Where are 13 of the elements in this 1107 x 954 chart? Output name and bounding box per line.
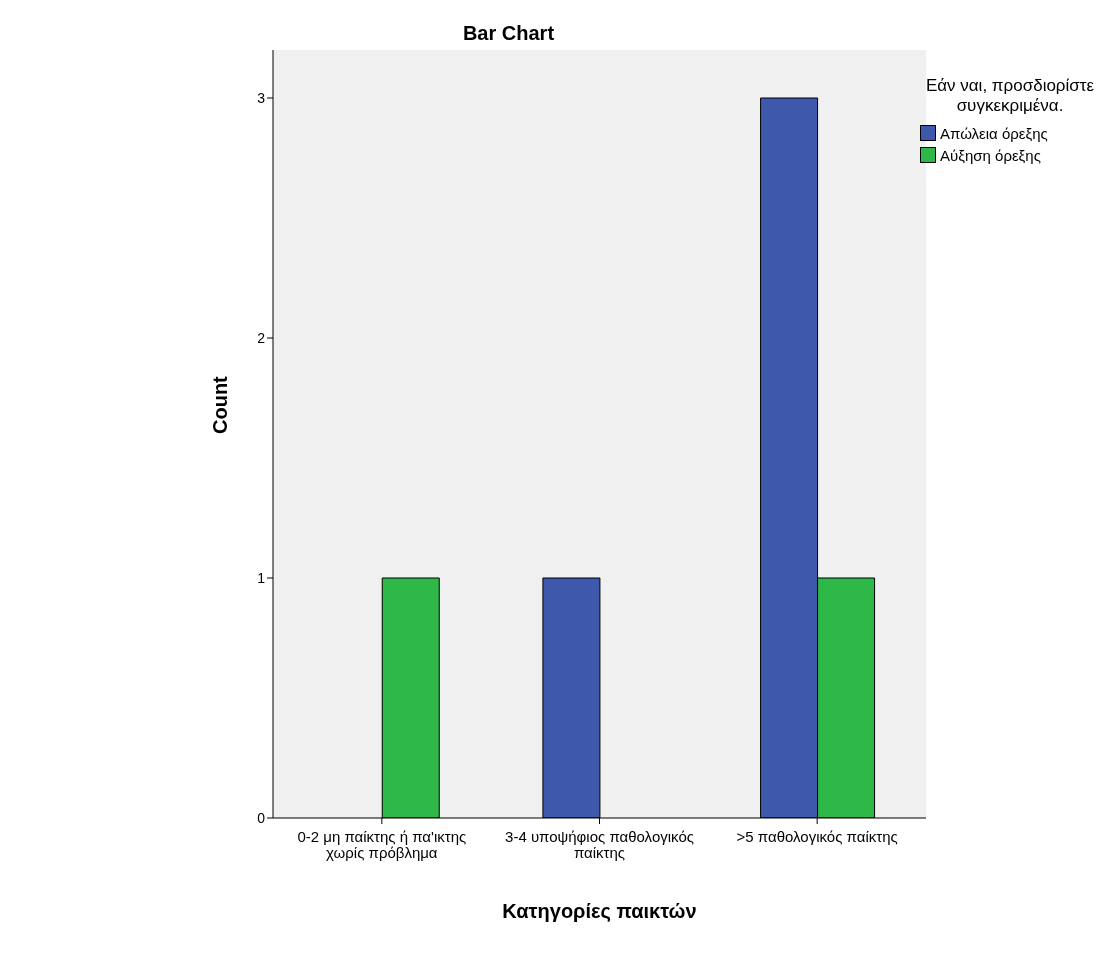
x-tick-label: 3-4 υποψήφιος παθολογικός παίκτης [505,828,694,861]
legend-label: Απώλεια όρεξης [940,124,1048,142]
legend-title: Εάν ναι, προσδιορίστε συγκεκριμένα. [924,76,1096,116]
y-tick-label: 2 [257,329,266,346]
y-tick-label: 3 [257,89,266,106]
x-tick-label: >5 παθολογικός παίκτης [736,828,898,845]
y-tick-label: 1 [257,569,266,586]
x-tick-label: 0-2 μη παίκτης ή πα'ικτης χωρίς πρόβλημα [297,828,467,861]
y-axis-title: Count [209,375,232,434]
chart-title: Bar Chart [461,22,556,45]
y-tick-label: 0 [257,809,266,826]
x-axis-title: Κατηγορίες παικτών [502,900,697,922]
legend-label: Αύξηση όρεξης [940,146,1041,164]
